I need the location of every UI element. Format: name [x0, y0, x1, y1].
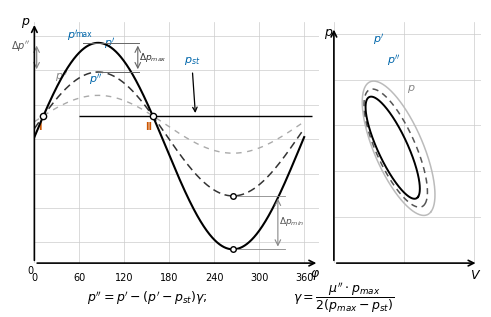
Text: II: II: [145, 122, 153, 132]
Text: $\varphi$: $\varphi$: [310, 268, 321, 282]
Text: $p'$: $p'$: [104, 36, 116, 51]
Text: $\Delta p_{min}$: $\Delta p_{min}$: [279, 215, 305, 228]
Text: 0: 0: [27, 266, 34, 276]
Text: max: max: [76, 30, 92, 39]
Text: $p$: $p$: [407, 83, 415, 95]
Text: $\Delta p''$: $\Delta p''$: [11, 39, 30, 53]
Text: $p$: $p$: [21, 16, 30, 30]
Text: $p''$: $p''$: [55, 69, 69, 84]
Text: $p'$: $p'$: [373, 32, 385, 47]
Text: $\gamma = \dfrac{\mu'' \cdot p_{max}}{2(p_{max} - p_{st})}$: $\gamma = \dfrac{\mu'' \cdot p_{max}}{2(…: [293, 281, 394, 315]
Text: $\Delta p_{max}$: $\Delta p_{max}$: [139, 51, 167, 64]
Text: $p$: $p$: [324, 27, 333, 41]
Text: $p''$: $p''$: [387, 53, 401, 68]
Text: $V$: $V$: [470, 269, 481, 282]
Text: I: I: [38, 122, 41, 132]
Text: $p''$: $p''$: [89, 72, 103, 87]
Text: $p_{st}$: $p_{st}$: [184, 55, 200, 112]
Text: $p'' = p' - (p' - p_{st})\gamma;$: $p'' = p' - (p' - p_{st})\gamma;$: [87, 289, 208, 307]
Text: $p'$: $p'$: [67, 28, 78, 43]
